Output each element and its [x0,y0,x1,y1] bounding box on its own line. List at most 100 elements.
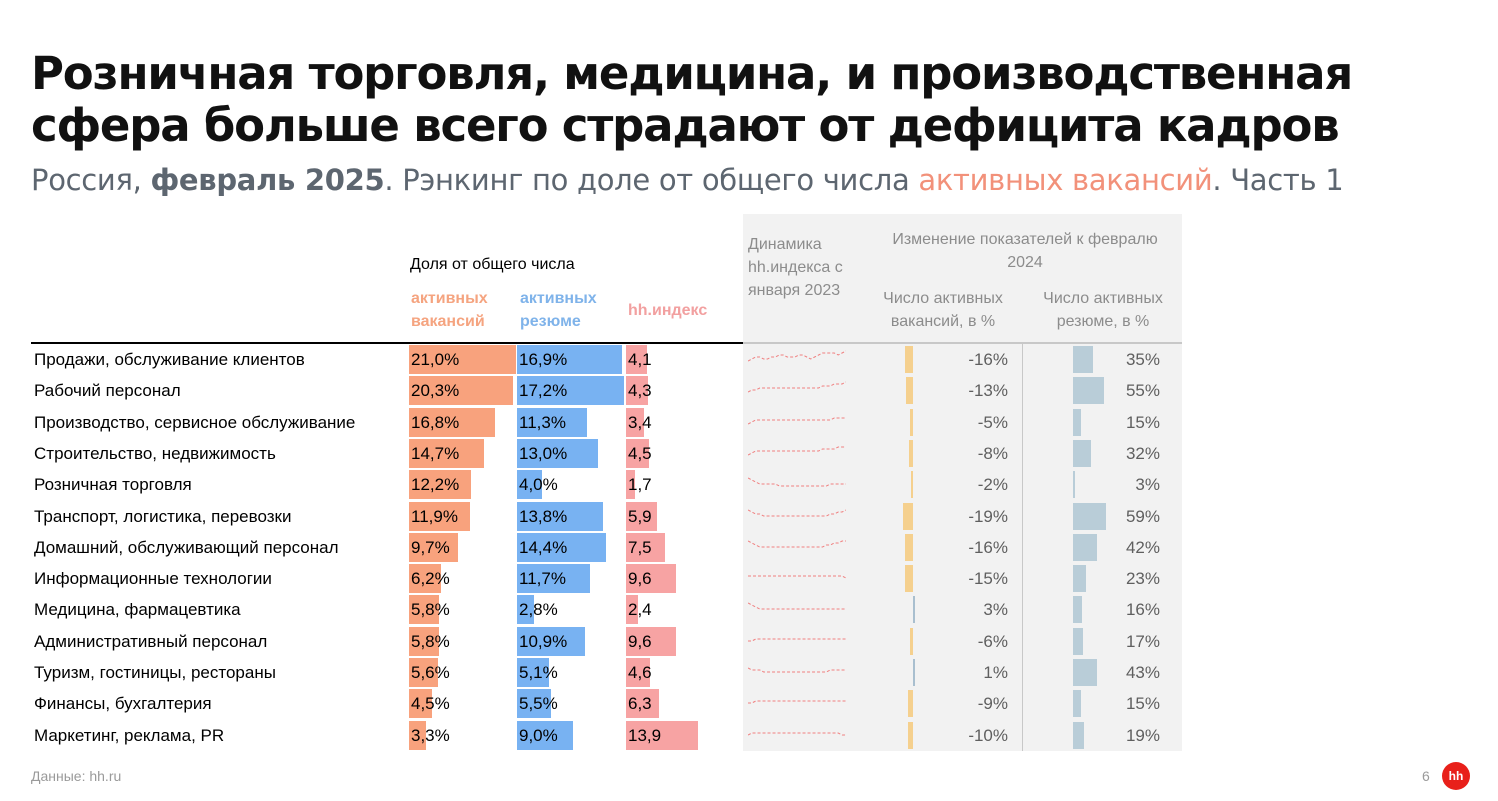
value-vacancies: 3,3% [411,726,450,745]
page-number: 6 [1422,768,1430,784]
bar-resumes [517,345,622,374]
bar-resumes [517,658,549,687]
header-vacancies: активных вакансий [411,290,488,330]
bar-vacancies [409,533,458,562]
value-hh-index: 3,4 [628,413,652,432]
value-vacancies: 9,7% [411,538,450,557]
value-hh-index: 13,9 [628,726,662,745]
value-hh-index: 2,4 [628,600,652,619]
bar-change-resumes [1073,534,1097,561]
value-change-resumes: 43% [1125,663,1160,682]
bar-change-vacancies [906,377,913,404]
value-change-resumes: 19% [1125,726,1160,745]
bar-vacancies [409,408,495,437]
row-label: Розничная торговля [34,475,192,494]
sparkline-path [748,638,846,642]
value-change-resumes: 59% [1125,507,1160,526]
subtitle-accent: активных вакансий [918,163,1213,197]
value-vacancies: 4,5% [411,694,450,713]
page-subtitle: Россия, февраль 2025. Рэнкинг по доле от… [31,163,1344,197]
sparkline-hh-index [748,602,846,610]
sparkline-hh-index [748,540,846,548]
sparkline-path [748,446,846,456]
value-resumes: 4,0% [519,475,558,494]
bar-change-vacancies [905,534,913,561]
bar-change-vacancies [910,628,913,655]
row-label: Домашний, обслуживающий персонал [34,538,339,557]
sparkline-hh-index [748,477,846,487]
bar-vacancies [409,564,441,593]
value-hh-index: 4,5 [628,444,652,463]
value-change-resumes: 17% [1125,632,1160,651]
bar-resumes [517,721,573,750]
value-vacancies: 5,6% [411,663,450,682]
row-label: Продажи, обслуживание клиентов [34,350,305,369]
bar-change-resumes [1073,346,1093,373]
sparkline-path [748,575,846,579]
value-vacancies: 16,8% [411,413,460,432]
row-label: Медицина, фармацевтика [34,600,241,619]
bar-hh-index [626,470,635,499]
row-label: Рабочий персонал [34,381,181,400]
bar-resumes [517,439,598,468]
sparkline-hh-index [748,575,846,579]
bar-vacancies [409,345,516,374]
bar-change-resumes [1073,722,1084,749]
bar-change-vacancies [910,409,913,436]
header-hh-index: hh.индекс [628,302,708,319]
bar-change-vacancies [908,690,913,717]
bar-change-resumes [1073,503,1106,530]
subtitle-part2: . Рэнкинг по доле от общего числа [384,163,919,197]
value-vacancies: 20,3% [411,381,460,400]
value-change-vacancies: -2% [977,475,1008,494]
subtitle-part1: Россия, [31,163,151,197]
bar-hh-index [626,721,698,750]
value-change-vacancies: -19% [968,507,1008,526]
bar-change-resumes [1073,628,1083,655]
value-resumes: 14,4% [519,538,568,557]
value-resumes: 17,2% [519,381,568,400]
value-change-resumes: 32% [1125,444,1160,463]
bar-vacancies [409,627,439,656]
bar-change-resumes [1073,409,1081,436]
value-change-vacancies: -9% [977,694,1008,713]
bar-vacancies [409,595,439,624]
bar-change-resumes [1073,440,1091,467]
bar-vacancies [409,689,432,718]
sparkline-hh-index [748,417,846,425]
value-change-resumes: 15% [1125,413,1160,432]
value-vacancies: 11,9% [411,507,458,526]
header-divider [31,342,743,344]
value-change-resumes: 16% [1125,600,1160,619]
row-label: Маркетинг, реклама, PR [34,726,225,745]
row-label: Производство, сервисное обслуживание [34,413,356,432]
value-hh-index: 9,6 [628,632,652,651]
value-vacancies: 5,8% [411,600,450,619]
subtitle-date: февраль 2025 [150,163,385,197]
value-resumes: 9,0% [519,726,558,745]
bar-vacancies [409,470,471,499]
bar-hh-index [626,376,648,405]
value-resumes: 13,8% [519,507,568,526]
value-vacancies: 6,2% [411,569,450,588]
dynamics-panel [743,214,1182,751]
sparkline-hh-index [748,446,846,456]
header-change-resumes: Число активных резюме, в % [1043,290,1163,330]
row-label: Транспорт, логистика, перевозки [34,507,292,526]
value-hh-index: 6,3 [628,694,652,713]
row-label: Финансы, бухгалтерия [34,694,212,713]
bar-change-resumes [1073,377,1104,404]
value-resumes: 5,1% [519,663,558,682]
bar-change-vacancies [908,722,913,749]
bar-vacancies [409,721,426,750]
bar-hh-index [626,345,647,374]
bar-change-resumes [1073,690,1081,717]
bar-hh-index [626,533,665,562]
value-change-vacancies: -15% [968,569,1008,588]
bar-vacancies [409,376,513,405]
bar-change-vacancies [911,471,913,498]
bar-hh-index [626,408,644,437]
value-hh-index: 5,9 [628,507,652,526]
bar-hh-index [626,658,650,687]
sparkline-hh-index [748,350,846,362]
